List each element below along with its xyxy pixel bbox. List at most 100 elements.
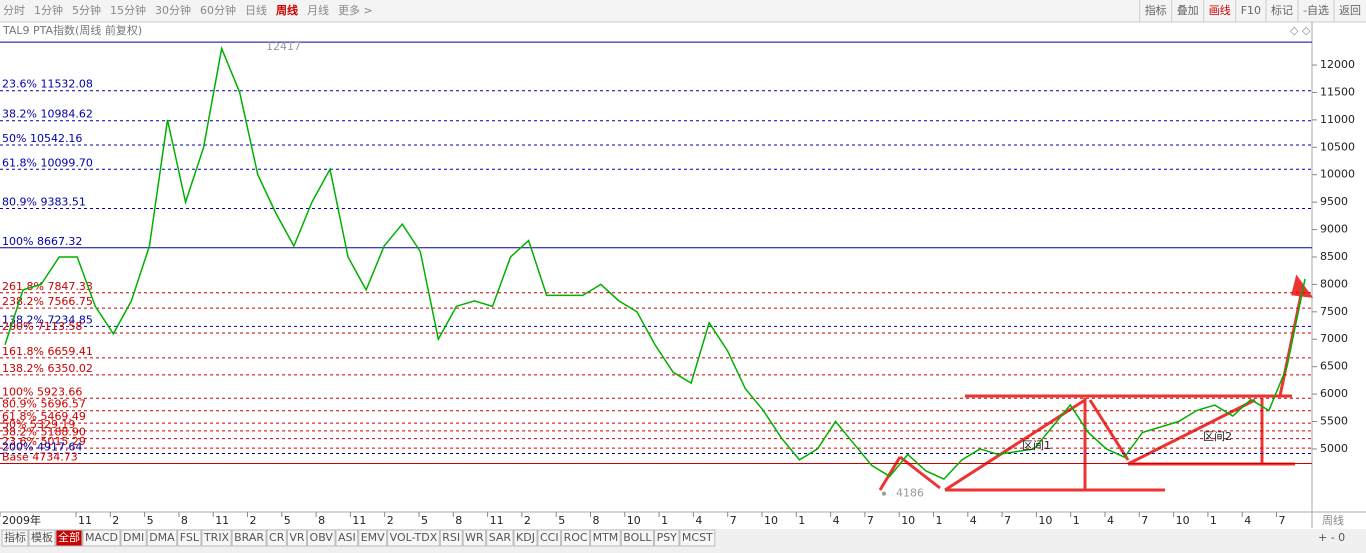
tab-box[interactable] [513,529,538,547]
indicator-tab[interactable]: TRIX [203,531,230,544]
indicator-tab[interactable]: VOL-TDX [390,531,438,544]
tab-box[interactable] [335,529,359,547]
tab-box[interactable] [177,529,202,547]
tab-box[interactable] [679,529,716,547]
tab-box[interactable] [28,529,56,547]
indicator-tab[interactable]: OBV [310,531,334,544]
icon[interactable]: ◇ ◇ [1290,24,1311,37]
indicator-tab[interactable]: 全部 [58,530,80,544]
indicator-tab[interactable]: WR [465,531,484,544]
x-tick-label: 2009年 [2,513,41,527]
fib-label: 50% 10542.16 [2,132,82,145]
indicator-tab[interactable]: CCI [540,531,559,544]
toolbar-button[interactable]: 叠加 [1177,4,1199,17]
y-tick-label: 12000 [1320,58,1355,71]
indicator-tab[interactable]: KDJ [516,531,535,544]
indicator-tab[interactable]: MTM [593,531,619,544]
indicator-tab[interactable]: VR [289,531,305,544]
indicator-tab[interactable]: EMV [361,531,385,544]
period-tab[interactable]: 1分钟 [34,3,63,17]
tab-box[interactable] [387,529,440,547]
fib-label: 161.8% 6659.41 [2,345,93,358]
period-tab[interactable]: 15分钟 [110,3,146,17]
x-tick-label: 4 [970,514,977,527]
x-tick-label: 1 [661,514,668,527]
tab-box[interactable] [286,529,308,547]
toolbar-button[interactable]: -自选 [1303,4,1329,17]
x-tick-label: 11 [78,514,92,527]
x-tick-label: 2 [112,514,119,527]
tab-box[interactable] [120,529,147,547]
period-tab[interactable]: 周线 [276,3,298,17]
tab-box[interactable] [590,529,621,547]
zone-label: 区间1 [1022,439,1051,452]
tab-box[interactable] [231,529,267,547]
fib-label: 38.2% 10984.62 [2,108,93,121]
tab-box[interactable] [358,529,388,547]
x-tick-label: 5 [558,514,565,527]
fib-label: 200% 7113.58 [2,320,82,333]
tab-box[interactable] [561,529,591,547]
tab-box[interactable] [55,529,83,547]
fib-label: 261.8% 7847.33 [2,280,93,293]
indicator-tab[interactable]: PSY [657,531,678,544]
toolbar-button[interactable]: F10 [1241,4,1261,17]
indicator-tab[interactable]: ROC [564,531,588,544]
indicator-tab[interactable]: ASI [338,531,356,544]
period-tab[interactable]: 30分钟 [155,3,191,17]
indicator-tab[interactable]: 指标 [4,530,26,544]
fib-label: 238.2% 7566.75 [2,295,93,308]
x-tick-label: 4 [1244,514,1251,527]
tab-box[interactable] [1,529,29,547]
tab-box[interactable] [201,529,232,547]
tab-box[interactable] [620,529,655,547]
zoom-controls[interactable]: + - 0 [1318,531,1345,544]
x-tick-label: 8 [181,514,188,527]
zone-label: 区间2 [1203,430,1232,443]
indicator-tab[interactable]: MCST [682,531,713,544]
fib-label: 200% 4917.64 [2,440,82,453]
tab-box[interactable] [266,529,287,547]
toolbar-button[interactable]: 指标 [1145,3,1167,17]
period-tab[interactable]: 月线 [307,3,329,17]
indicator-tab[interactable]: BRAR [234,531,264,544]
tab-box[interactable] [462,529,487,547]
x-tick-label: 1 [1073,514,1080,527]
toolbar-button[interactable]: 返回 [1339,4,1361,17]
indicator-tab[interactable]: FSL [180,531,200,544]
tab-box[interactable] [537,529,562,547]
indicator-tab[interactable]: DMI [123,531,144,544]
period-tab[interactable]: 更多 > [338,3,373,17]
x-tick-label: 11 [352,514,366,527]
x-tick-label: 1 [1210,514,1217,527]
tab-box[interactable] [654,529,680,547]
toolbar-button[interactable]: 标记 [1271,3,1293,17]
period-tab[interactable]: 分时 [3,4,25,17]
period-tab[interactable]: 60分钟 [200,3,236,17]
high-label: 12417 [266,40,301,53]
indicator-tab[interactable]: CR [269,531,285,544]
indicator-tab[interactable]: MACD [85,531,118,544]
tab-box[interactable] [439,529,463,547]
toolbar-bg [0,0,1366,22]
x-tick-label: 7 [1004,514,1011,527]
chart-title: TAL9 PTA指数(周线 前复权) [2,23,142,37]
tab-box[interactable] [82,529,121,547]
indicator-tab[interactable]: RSI [442,531,460,544]
indicator-tab[interactable]: SAR [489,531,512,544]
y-tick-label: 7000 [1320,332,1348,345]
x-tick-label: 2 [524,514,531,527]
tab-box[interactable] [486,529,514,547]
tab-box[interactable] [307,529,336,547]
period-tab[interactable]: 日线 [245,3,267,17]
indicator-tab[interactable]: 模板 [31,530,53,544]
fib-label: 138.2% 7234.85 [2,313,93,326]
period-tab[interactable]: 5分钟 [72,3,101,17]
tab-box[interactable] [146,529,178,547]
indicator-tab[interactable]: BOLL [623,531,652,544]
toolbar-button[interactable]: 画线 [1209,3,1231,17]
x-tick-label: 5 [284,514,291,527]
fib-label: 138.2% 6350.02 [2,362,93,375]
x-tick-label: 7 [730,514,737,527]
indicator-tab[interactable]: DMA [149,531,175,544]
